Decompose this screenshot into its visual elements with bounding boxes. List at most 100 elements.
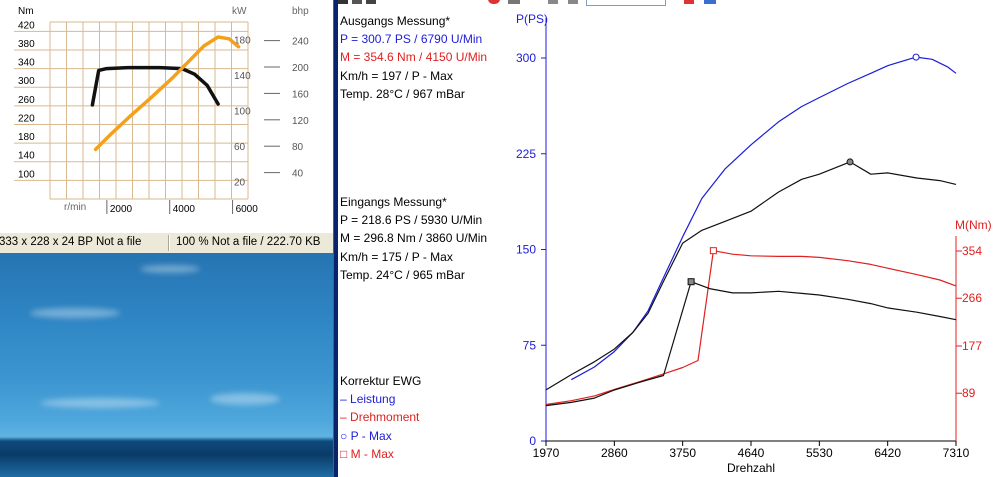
y-tick-label: 100 (18, 169, 35, 180)
toolbar-button-icon[interactable] (352, 0, 362, 4)
toolbar-button-icon[interactable] (338, 0, 348, 4)
series-line (545, 250, 957, 406)
x-tick-label: 2860 (601, 446, 628, 460)
legend-m-max-label: M - Max (350, 446, 394, 461)
measurement-summary: Ausgangs Messung* P = 300.7 PS / 6790 U/… (340, 12, 487, 284)
x-tick-label: 5530 (806, 446, 833, 460)
y-tick-label: 380 (18, 39, 35, 50)
dyno-chart: P(PS) M(Nm) Drehzahl 0 75 150 225 300 89 177 266 35… (516, 12, 992, 475)
circle-marker-icon: ○ (340, 428, 348, 443)
kw-tick-label: 140 (234, 71, 251, 82)
x-tick-label: 7310 (943, 446, 970, 460)
series-line (545, 281, 957, 407)
ausgang-temp: Temp. 28°C / 967 mBar (340, 86, 465, 101)
y-tick-label: 140 (18, 151, 35, 162)
y-axis-title: P(PS) (516, 12, 548, 26)
p-max-marker (912, 53, 920, 61)
x-tick-label: 2000 (110, 204, 133, 215)
dyno-report: Ausgangs Messung* P = 300.7 PS / 6790 U/… (338, 0, 997, 477)
status-bar: 333 x 228 x 24 BP Not a file 100 % Not a… (0, 232, 333, 254)
series-line (571, 56, 957, 381)
x-tick-label: 3750 (669, 446, 696, 460)
y-tick-label: 180 (18, 132, 35, 143)
right-tick-label: 177 (962, 339, 982, 353)
bhp-tick-label: 120 (292, 116, 309, 127)
sky-sea-photo (0, 253, 333, 477)
bhp-tick-label: 240 (292, 37, 309, 48)
dash-icon: – (340, 410, 347, 425)
eingang-temp: Temp. 24°C / 965 mBar (340, 267, 465, 282)
toolbar-button-icon[interactable] (568, 0, 578, 4)
y-tick-label: 300 (516, 51, 536, 65)
y-tick-label: 260 (18, 95, 35, 106)
legend-p-max: ○ P - Max (340, 427, 421, 445)
toolbar-input[interactable] (586, 0, 666, 6)
toolbar-button-icon[interactable] (684, 0, 694, 4)
nm-unit-label: Nm (18, 6, 34, 17)
y-tick-label: 220 (18, 113, 35, 124)
left-pane: 420 380 340 300 260 220 180 140 100 Nm kW bhp 180 140… (0, 0, 333, 477)
x-tick-label: 4640 (738, 446, 765, 460)
m-max-marker (687, 278, 695, 286)
right-tick-label: 89 (962, 386, 976, 400)
stop-icon[interactable] (488, 0, 500, 4)
status-image-info: 333 x 228 x 24 BP Not a file (0, 236, 142, 248)
legend: Korrektur EWG – Leistung – Drehmoment ○ … (340, 372, 421, 463)
legend-drehmoment-label: Drehmoment (350, 410, 420, 425)
eingang-title: Eingangs Messung* (340, 195, 447, 210)
kw-tick-label: 20 (234, 177, 246, 188)
torque-curve (90, 65, 220, 107)
eingang-speed: Km/h = 175 / P - Max (340, 249, 453, 264)
toolbar-button-icon[interactable] (366, 0, 376, 4)
legend-title: Korrektur EWG (340, 374, 422, 388)
toolbar-button-icon[interactable] (508, 0, 520, 4)
p-max-marker (846, 158, 854, 166)
x-tick-label: 6000 (236, 204, 259, 215)
m-max-marker (709, 247, 717, 255)
right-axis-title: M(Nm) (955, 218, 992, 232)
eingang-power: P = 218.6 PS / 5930 U/Min (340, 213, 483, 228)
bhp-tick-label: 80 (292, 142, 304, 153)
bhp-tick-label: 40 (292, 169, 304, 180)
legend-leistung: – Leistung (340, 390, 421, 408)
x-tick-label: 1970 (533, 446, 560, 460)
kw-tick-label: 100 (234, 107, 251, 118)
series-line (545, 161, 957, 391)
ausgang-speed: Km/h = 197 / P - Max (340, 68, 453, 83)
toolbar-strip (338, 0, 997, 6)
bhp-unit-label: bhp (292, 6, 309, 17)
status-separator (168, 235, 169, 251)
right-tick-label: 266 (962, 291, 982, 305)
kw-tick-label: 60 (234, 142, 246, 153)
ausgang-title: Ausgangs Messung* (340, 14, 451, 28)
bhp-tick-label: 200 (292, 63, 309, 74)
x-tick-label: 6420 (874, 446, 901, 460)
ausgang-power: P = 300.7 PS / 6790 U/Min (340, 32, 483, 47)
legend-m-max: □ M - Max (340, 445, 421, 463)
y-tick-label: 150 (516, 243, 536, 257)
spec-chart: 420 380 340 300 260 220 180 140 100 Nm kW bhp 180 140… (14, 6, 309, 215)
x-unit-label: r/min (64, 202, 86, 213)
square-marker-icon: □ (340, 446, 348, 461)
x-axis-title: Drehzahl (727, 461, 775, 475)
y-tick-label: 75 (523, 338, 537, 352)
legend-leistung-label: Leistung (350, 392, 396, 407)
dash-icon: – (340, 392, 347, 407)
y-tick-label: 300 (18, 76, 35, 87)
legend-drehmoment: – Drehmoment (340, 408, 421, 426)
kw-unit-label: kW (232, 6, 247, 17)
kw-tick-label: 180 (234, 36, 251, 47)
eingang-torque: M = 296.8 Nm / 3860 U/Min (340, 231, 488, 246)
power-curve (93, 35, 241, 152)
y-tick-label: 420 (18, 20, 35, 31)
right-tick-label: 354 (962, 244, 982, 258)
x-tick-label: 4000 (173, 204, 196, 215)
y-tick-label: 0 (529, 434, 536, 448)
y-tick-label: 340 (18, 58, 35, 69)
pane-divider[interactable] (333, 0, 338, 477)
toolbar-button-icon[interactable] (704, 0, 716, 4)
status-file-info: 100 % Not a file / 222.70 KB (176, 236, 321, 248)
y-tick-label: 225 (516, 147, 536, 161)
bhp-tick-label: 160 (292, 89, 309, 100)
toolbar-button-icon[interactable] (548, 0, 558, 4)
